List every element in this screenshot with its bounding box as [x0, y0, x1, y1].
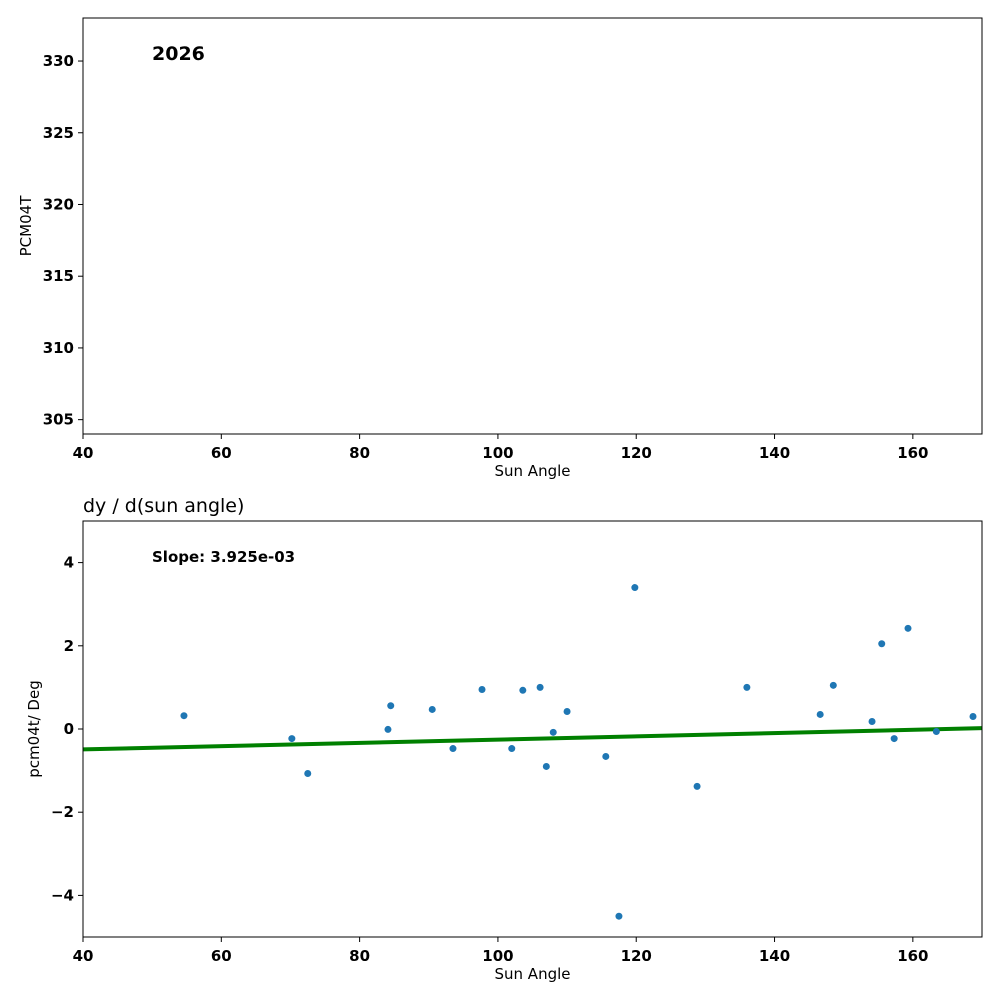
data-point — [288, 735, 296, 743]
data-point — [878, 640, 886, 648]
data-point — [816, 710, 824, 718]
data-point — [890, 735, 898, 743]
x-tick-label: 120 — [621, 444, 652, 462]
y-tick-label: 310 — [43, 339, 74, 357]
x-axis-label: Sun Angle — [495, 965, 571, 983]
data-point — [615, 912, 623, 920]
data-point — [969, 713, 977, 721]
y-tick-label: 305 — [43, 411, 74, 429]
data-point — [829, 681, 837, 689]
data-point — [304, 770, 312, 778]
data-point — [180, 712, 188, 720]
x-tick-label: 160 — [897, 444, 928, 462]
data-point — [602, 752, 610, 760]
x-tick-label: 40 — [73, 444, 94, 462]
data-point — [693, 782, 701, 790]
annotation: 2026 — [152, 43, 205, 65]
fit-line — [82, 726, 983, 752]
data-point — [542, 762, 550, 770]
data-point — [449, 745, 457, 753]
annotation: Slope: 3.925e-03 — [152, 548, 295, 566]
data-point — [549, 728, 557, 736]
data-point — [519, 686, 527, 694]
y-tick-label: −4 — [51, 886, 74, 904]
x-tick-label: 40 — [73, 947, 94, 965]
data-point — [904, 624, 912, 632]
data-point — [478, 685, 486, 693]
data-point — [743, 683, 751, 691]
x-tick-label: 100 — [482, 444, 513, 462]
x-tick-label: 60 — [211, 947, 232, 965]
x-tick-label: 60 — [211, 444, 232, 462]
data-point — [384, 725, 392, 733]
data-point — [563, 708, 571, 716]
y-axis-label: pcm04t/ Deg — [25, 680, 43, 777]
x-tick-label: 140 — [759, 444, 790, 462]
data-point — [508, 745, 516, 753]
y-tick-label: −2 — [51, 803, 74, 821]
y-tick-label: 330 — [43, 52, 74, 70]
x-tick-label: 120 — [621, 947, 652, 965]
data-point — [631, 584, 639, 592]
data-point — [932, 727, 940, 735]
y-axis-label: PCM04T — [17, 195, 35, 257]
data-point — [387, 702, 395, 710]
x-tick-label: 160 — [897, 947, 928, 965]
y-tick-label: 2 — [64, 637, 74, 655]
y-tick-label: 325 — [43, 124, 74, 142]
y-tick-label: 320 — [43, 195, 74, 213]
y-tick-label: 4 — [64, 554, 74, 572]
x-tick-label: 80 — [349, 947, 370, 965]
chart-title: dy / d(sun angle) — [83, 495, 244, 517]
y-tick-label: 0 — [64, 720, 74, 738]
data-point — [428, 705, 436, 713]
x-axis-label: Sun Angle — [495, 462, 571, 480]
y-tick-label: 315 — [43, 267, 74, 285]
axes-frame — [82, 520, 983, 938]
x-tick-label: 80 — [349, 444, 370, 462]
x-tick-label: 140 — [759, 947, 790, 965]
axes-frame — [82, 17, 983, 435]
x-tick-label: 100 — [482, 947, 513, 965]
data-point — [536, 683, 544, 691]
data-point — [868, 718, 876, 726]
